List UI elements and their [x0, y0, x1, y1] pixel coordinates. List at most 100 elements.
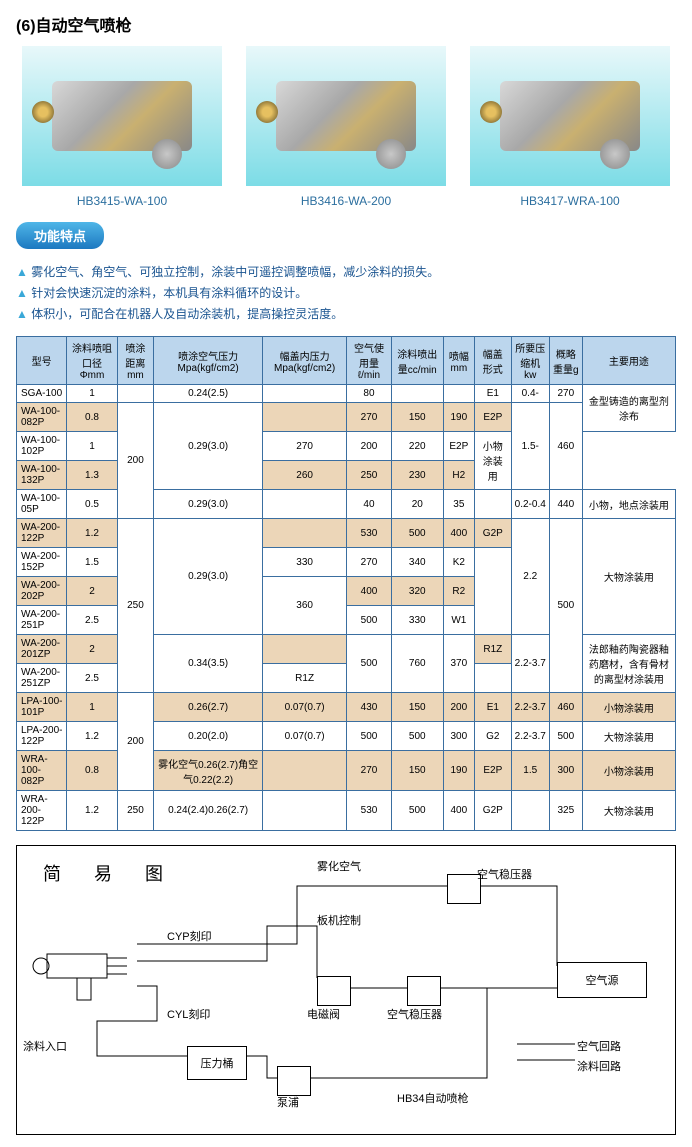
table-cell: 0.29(3.0) — [154, 403, 263, 490]
table-cell: 360 — [263, 577, 347, 635]
diagram-label: HB34自动喷枪 — [397, 1090, 469, 1106]
table-cell: 400 — [347, 577, 392, 606]
table-cell: 2.2 — [511, 519, 549, 635]
table-cell: 190 — [443, 751, 475, 791]
page-title: (6)自动空气喷枪 — [16, 12, 676, 36]
product-label-3: HB3417-WRA-100 — [520, 194, 619, 208]
table-cell: E2P — [443, 432, 475, 461]
table-cell: 小物涂装用 — [582, 751, 675, 791]
table-cell: 0.24(2.4)0.26(2.7) — [154, 791, 263, 831]
table-cell: 2.2-3.7 — [511, 635, 549, 693]
table-cell: 150 — [391, 751, 443, 791]
table-cell: 440 — [549, 490, 582, 519]
spec-header-cell: 幅盖内压力Mpa(kgf/cm2) — [263, 337, 347, 385]
product-card-1: HB3415-WA-100 — [16, 46, 228, 208]
table-cell: R2 — [443, 577, 475, 606]
table-cell: 小物涂装用 — [582, 693, 675, 722]
table-cell: 370 — [443, 635, 475, 693]
table-cell: 330 — [263, 548, 347, 577]
table-cell: 0.07(0.7) — [263, 722, 347, 751]
table-cell: 200 — [117, 403, 153, 519]
table-cell: LPA-200-122P — [17, 722, 67, 751]
spec-header-cell: 涂料喷出量cc/min — [391, 337, 443, 385]
table-cell: 2.5 — [67, 606, 118, 635]
table-cell: R1Z — [475, 635, 511, 664]
table-cell: 1 — [67, 432, 118, 461]
product-card-3: HB3417-WRA-100 — [464, 46, 676, 208]
table-cell: 2.5 — [67, 664, 118, 693]
table-row: WRA-100-082P0.8雾化空气0.26(2.7)角空气0.22(2.2)… — [17, 751, 676, 791]
diagram-label: 空气稳压器 — [477, 866, 532, 882]
table-cell: 500 — [347, 635, 392, 693]
diagram-label: 涂料回路 — [577, 1058, 621, 1074]
table-cell: 460 — [549, 693, 582, 722]
spec-header-row: 型号涂料喷咀口径Φmm喷涂距离mm喷涂空气压力Mpa(kgf/cm2)幅盖内压力… — [17, 337, 676, 385]
table-cell — [263, 519, 347, 548]
spec-header-cell: 空气使用量ℓ/min — [347, 337, 392, 385]
table-cell: 300 — [443, 722, 475, 751]
table-cell: 小物涂装用 — [475, 432, 511, 490]
table-cell — [475, 490, 511, 519]
table-cell: 0.26(2.7) — [154, 693, 263, 722]
table-cell: WRA-200-122P — [17, 791, 67, 831]
feature-item: 针对会快速沉淀的涂料，本机具有涂料循环的设计。 — [16, 284, 676, 301]
table-cell: 150 — [391, 403, 443, 432]
table-cell: 2.2-3.7 — [511, 693, 549, 722]
product-label-1: HB3415-WA-100 — [77, 194, 167, 208]
table-cell: 小物，地点涂装用 — [582, 490, 675, 519]
table-cell — [263, 403, 347, 432]
feature-badge: 功能特点 — [16, 222, 104, 249]
table-cell: 2 — [67, 577, 118, 606]
table-cell: 500 — [391, 791, 443, 831]
table-cell: G2P — [475, 791, 511, 831]
diagram-node — [447, 874, 481, 904]
table-cell: E2P — [475, 403, 511, 432]
table-cell: 20 — [391, 490, 443, 519]
table-cell: 250 — [117, 791, 153, 831]
table-cell: 2 — [67, 635, 118, 664]
table-cell: 250 — [117, 519, 153, 693]
table-cell: 330 — [391, 606, 443, 635]
table-cell: 530 — [347, 519, 392, 548]
table-cell: 0.2-0.4 — [511, 490, 549, 519]
diagram-label: 电磁阀 — [307, 1006, 340, 1022]
table-cell: 190 — [443, 403, 475, 432]
table-cell: 260 — [263, 461, 347, 490]
table-cell: 500 — [391, 722, 443, 751]
table-cell: H2 — [443, 461, 475, 490]
table-cell: 1.5 — [511, 751, 549, 791]
table-cell: R1Z — [263, 664, 347, 693]
table-cell: 320 — [391, 577, 443, 606]
table-cell: 500 — [391, 519, 443, 548]
diagram-box: 简 易 图 空气源压力桶雾化空气空气稳压器板机控制CYP刻印CYL刻印电磁阀空气… — [16, 845, 676, 1135]
table-cell: 1.5- — [511, 403, 549, 490]
table-cell: WA-200-201ZP — [17, 635, 67, 664]
table-cell: 500 — [347, 606, 392, 635]
table-cell: 1.2 — [67, 519, 118, 548]
table-cell: 1.2 — [67, 791, 118, 831]
table-cell — [263, 385, 347, 403]
table-cell: 0.5 — [67, 490, 118, 519]
table-cell: WA-200-251P — [17, 606, 67, 635]
spec-header-cell: 喷涂空气压力Mpa(kgf/cm2) — [154, 337, 263, 385]
table-cell: 大物涂装用 — [582, 519, 675, 635]
table-cell: 300 — [549, 751, 582, 791]
table-cell: WA-100-132P — [17, 461, 67, 490]
feature-list: 雾化空气、角空气、可独立控制，涂装中可遥控调整喷幅，减少涂料的损失。 针对会快速… — [16, 263, 676, 322]
table-row: WRA-200-122P1.22500.24(2.4)0.26(2.7)5305… — [17, 791, 676, 831]
spec-body: SGA-10010.24(2.5)80E10.4-270金型铸造的离型剂涂布WA… — [17, 385, 676, 831]
table-cell: WA-200-251ZP — [17, 664, 67, 693]
table-cell: 270 — [347, 548, 392, 577]
table-cell: W1 — [443, 606, 475, 635]
table-cell — [263, 751, 347, 791]
table-cell: WA-100-082P — [17, 403, 67, 432]
table-cell: 1 — [67, 385, 118, 403]
spray-gun-icon — [27, 936, 127, 1006]
table-cell: E1 — [475, 385, 511, 403]
product-row: HB3415-WA-100 HB3416-WA-200 HB3417-WRA-1… — [16, 46, 676, 208]
table-cell: 雾化空气0.26(2.7)角空气0.22(2.2) — [154, 751, 263, 791]
table-cell: 500 — [549, 722, 582, 751]
table-cell: G2P — [475, 519, 511, 548]
table-cell: 325 — [549, 791, 582, 831]
table-cell: 0.4- — [511, 385, 549, 403]
